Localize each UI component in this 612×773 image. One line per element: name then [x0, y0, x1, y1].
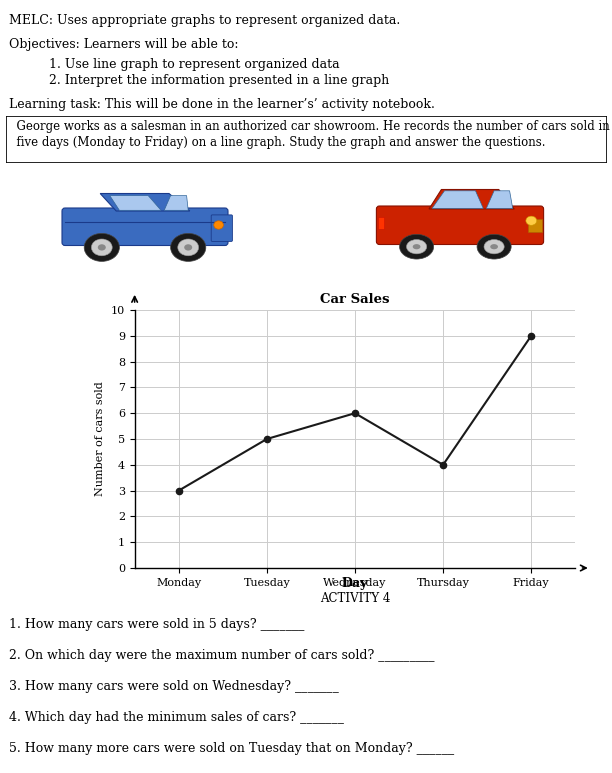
Text: Objectives: Learners will be able to:: Objectives: Learners will be able to:	[9, 38, 239, 51]
Polygon shape	[429, 189, 514, 209]
Ellipse shape	[98, 244, 106, 250]
Text: George works as a salesman in an authorized car showroom. He records the number : George works as a salesman in an authori…	[9, 120, 610, 133]
Text: 2. Interpret the information presented in a line graph: 2. Interpret the information presented i…	[49, 74, 389, 87]
Ellipse shape	[214, 221, 223, 230]
Polygon shape	[164, 196, 188, 210]
Text: 1. Use line graph to represent organized data: 1. Use line graph to represent organized…	[49, 58, 340, 71]
Text: 3. How many cars were sold on Wednesday? _______: 3. How many cars were sold on Wednesday?…	[9, 680, 339, 693]
Polygon shape	[100, 193, 190, 211]
Text: Learning task: This will be done in the learner’s’ activity notebook.: Learning task: This will be done in the …	[9, 98, 435, 111]
Bar	[528, 219, 542, 232]
Title: Car Sales: Car Sales	[320, 293, 390, 306]
Ellipse shape	[84, 233, 119, 261]
Polygon shape	[110, 196, 161, 210]
FancyBboxPatch shape	[62, 208, 228, 246]
Ellipse shape	[171, 233, 206, 261]
Ellipse shape	[178, 239, 199, 256]
Ellipse shape	[400, 234, 434, 259]
Ellipse shape	[484, 240, 504, 254]
Ellipse shape	[406, 240, 427, 254]
Y-axis label: Number of cars sold: Number of cars sold	[95, 382, 105, 496]
Ellipse shape	[526, 216, 537, 225]
Text: 4. Which day had the minimum sales of cars? _______: 4. Which day had the minimum sales of ca…	[9, 711, 344, 724]
FancyBboxPatch shape	[211, 215, 233, 241]
Text: five days (Monday to Friday) on a line graph. Study the graph and answer the que: five days (Monday to Friday) on a line g…	[9, 136, 546, 149]
Ellipse shape	[477, 234, 511, 259]
Text: 1. How many cars were sold in 5 days? _______: 1. How many cars were sold in 5 days? __…	[9, 618, 305, 631]
Polygon shape	[432, 191, 483, 209]
Bar	[378, 216, 384, 229]
Text: 2. On which day were the maximum number of cars sold? _________: 2. On which day were the maximum number …	[9, 649, 435, 662]
Ellipse shape	[184, 244, 192, 250]
Ellipse shape	[91, 239, 112, 256]
Text: 5. How many more cars were sold on Tuesday that on Monday? ______: 5. How many more cars were sold on Tuesd…	[9, 742, 454, 755]
Polygon shape	[487, 191, 513, 209]
Ellipse shape	[490, 244, 498, 250]
Text: ACTIVITY 4: ACTIVITY 4	[320, 592, 390, 605]
Text: Day: Day	[342, 577, 368, 590]
Ellipse shape	[412, 244, 420, 250]
Text: MELC: Uses appropriate graphs to represent organized data.: MELC: Uses appropriate graphs to represe…	[9, 14, 400, 27]
FancyBboxPatch shape	[376, 206, 543, 244]
